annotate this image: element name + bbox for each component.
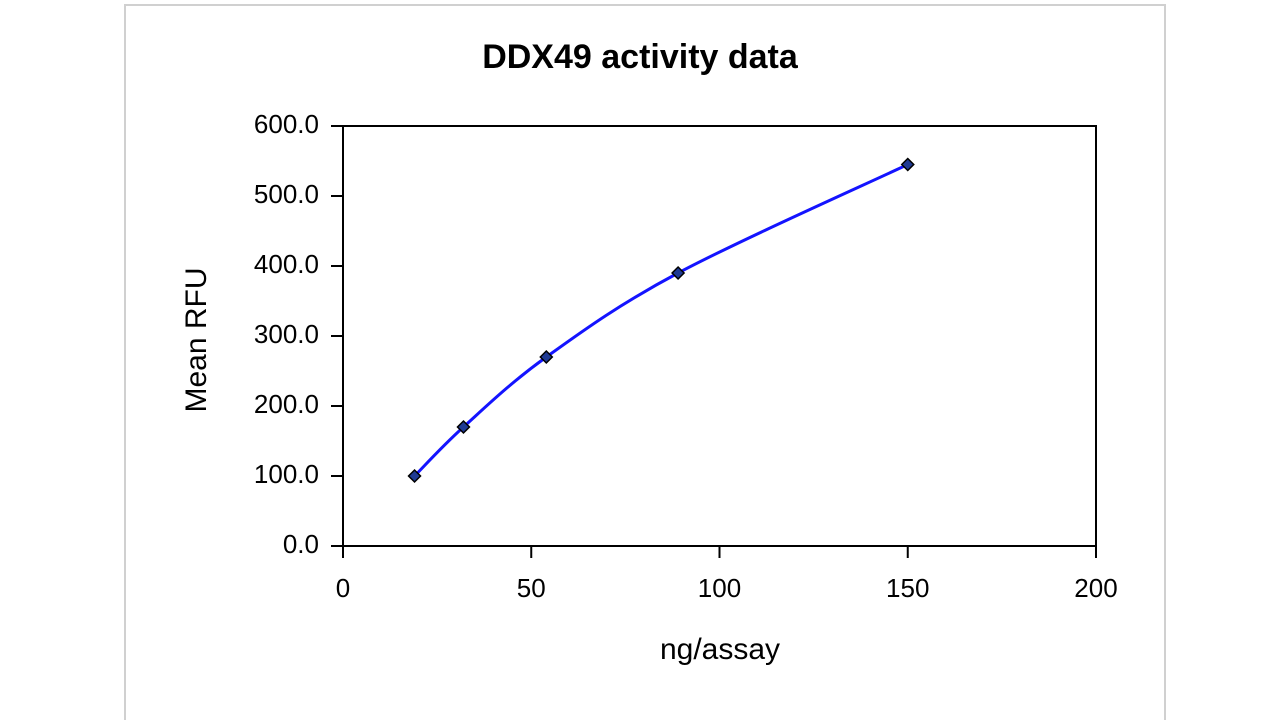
marker bbox=[456, 419, 471, 435]
x-tick-label: 150 bbox=[886, 573, 929, 603]
x-tick-label: 0 bbox=[336, 573, 350, 603]
y-tick-label: 100.0 bbox=[254, 459, 319, 489]
y-axis-title: Mean RFU bbox=[180, 267, 213, 412]
x-tick-label: 200 bbox=[1074, 573, 1117, 603]
x-tick-label: 50 bbox=[517, 573, 546, 603]
chart-title: DDX49 activity data bbox=[482, 38, 799, 76]
y-tick-label: 0.0 bbox=[283, 529, 319, 559]
marker bbox=[900, 157, 915, 172]
y-tick-label: 200.0 bbox=[254, 389, 319, 419]
x-tick-label: 100 bbox=[698, 573, 741, 603]
y-tick-label: 600.0 bbox=[254, 109, 319, 139]
y-tick-label: 300.0 bbox=[254, 319, 319, 349]
y-tick-label: 400.0 bbox=[254, 249, 319, 279]
x-axis-title: ng/assay bbox=[660, 633, 780, 666]
marker bbox=[407, 468, 422, 484]
y-tick-label: 500.0 bbox=[254, 179, 319, 209]
marker bbox=[539, 349, 554, 365]
marker bbox=[671, 265, 686, 281]
